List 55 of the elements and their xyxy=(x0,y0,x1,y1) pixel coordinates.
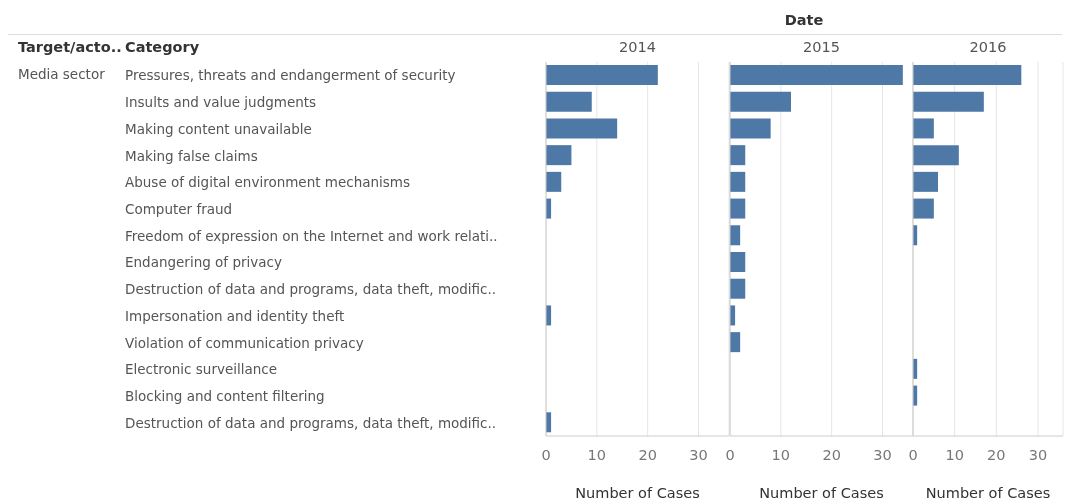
x-tick-label: 20 xyxy=(822,447,841,464)
bar xyxy=(913,65,1022,85)
bar xyxy=(730,91,791,112)
x-tick-label: 30 xyxy=(689,447,708,464)
bar xyxy=(546,118,618,139)
bar xyxy=(730,65,903,85)
bar xyxy=(730,145,746,166)
x-axis-title: Number of Cases xyxy=(759,485,884,498)
chart-title: 2016 xyxy=(968,39,1008,55)
bar xyxy=(546,171,562,192)
y-tick-label: Violation of communication privacy xyxy=(125,334,364,351)
y-tick-label: Freedom of expression on the Internet and work relati.. xyxy=(125,227,498,244)
x-tick-label: 0 xyxy=(725,447,735,464)
x-tick-label: 30 xyxy=(1028,447,1048,464)
y-tick-label: Electronic surveillance xyxy=(125,361,278,378)
x-tick-label: 10 xyxy=(771,447,791,464)
bar xyxy=(730,198,746,219)
bar xyxy=(730,252,746,272)
x-tick-label: 0 xyxy=(541,447,551,464)
bar xyxy=(546,91,592,112)
y-tick-label: Making content unavailable xyxy=(125,120,312,137)
chart-title: 2015 xyxy=(802,39,841,55)
x-tick-label: 10 xyxy=(945,447,964,464)
y-tick-label: Destruction of data and programs, data theft, modific.. xyxy=(125,281,497,298)
bar xyxy=(913,198,934,219)
bar xyxy=(913,91,984,112)
x-tick-label: 20 xyxy=(638,447,657,464)
text: Target/acto.. xyxy=(18,39,122,55)
bar xyxy=(546,145,572,166)
bar xyxy=(730,278,746,299)
bar xyxy=(913,118,934,139)
y-axis-title: Category xyxy=(125,39,200,55)
text: Date xyxy=(783,12,825,28)
y-tick-label: Impersonation and identity theft xyxy=(125,307,345,324)
x-tick-label: 20 xyxy=(987,447,1006,464)
x-tick-label: 0 xyxy=(908,447,918,464)
bar xyxy=(730,118,771,139)
bar xyxy=(913,171,938,192)
y-tick-label: Destruction of data and programs, data theft, modific.. xyxy=(125,414,497,431)
y-tick-label: Insults and value judgments xyxy=(125,94,317,111)
bar xyxy=(730,171,746,192)
y-tick-label: Computer fraud xyxy=(125,200,233,217)
y-tick-label: Blocking and content filtering xyxy=(125,387,325,404)
bar xyxy=(913,145,959,166)
x-axis-title: Number of Cases xyxy=(575,485,700,498)
y-tick-label: Pressures, threats and endangerment of security xyxy=(125,67,456,84)
bar xyxy=(546,65,658,85)
x-tick-label: 30 xyxy=(873,447,892,464)
text: Media sector xyxy=(18,66,105,82)
y-tick-label: Endangering of privacy xyxy=(125,254,282,271)
x-tick-label: 10 xyxy=(587,447,607,464)
x-axis-title: Number of Cases xyxy=(925,485,1051,498)
y-tick-label: Abuse of digital environment mechanisms xyxy=(125,174,411,191)
y-tick-label: Making false claims xyxy=(125,147,258,164)
chart-title: 2014 xyxy=(618,39,657,55)
